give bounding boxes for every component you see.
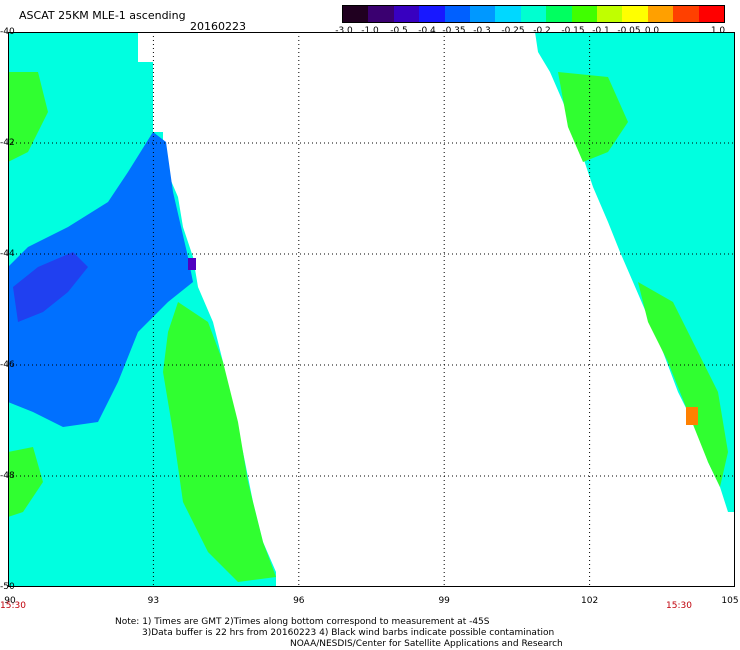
colorbar-segment xyxy=(470,6,496,22)
note-line-3: NOAA/NESDIS/Center for Satellite Applica… xyxy=(290,639,563,649)
colorbar-labels: -3.0 -1.0 -0.5 -0.4 -0.35 -0.3 -0.25 -0.2 -0.15-… xyxy=(330,26,730,38)
longitude-tick-label: 99 xyxy=(438,596,450,606)
latitude-tick-label: -50 xyxy=(0,582,15,592)
swath-data xyxy=(8,32,735,587)
colorbar xyxy=(342,5,725,23)
left-swath-green-band xyxy=(163,302,276,582)
longitude-tick-label: 93 xyxy=(147,596,160,606)
left-swath-dark-pixel xyxy=(188,258,196,270)
colorbar-segment xyxy=(647,6,674,22)
right-swath-orange-pixel xyxy=(686,407,698,425)
colorbar-segment xyxy=(419,6,445,22)
colorbar-segment xyxy=(546,6,572,22)
colorbar-segment xyxy=(343,6,369,22)
colorbar-segment xyxy=(622,6,648,22)
longitude-tick-label: 105 xyxy=(721,596,739,606)
left-swath-blue-region xyxy=(8,132,193,427)
colorbar-segment xyxy=(698,6,725,22)
colorbar-tick-label: -0.2 xyxy=(533,26,551,36)
colorbar-segment xyxy=(393,6,420,22)
right-swath-green-top xyxy=(558,72,628,162)
colorbar-tick-label: -0.3 xyxy=(473,26,491,36)
colorbar-tick-label: -3.0 xyxy=(335,26,353,36)
colorbar-segment xyxy=(520,6,547,22)
colorbar-segment xyxy=(368,6,394,22)
colorbar-segment xyxy=(444,6,471,22)
lat-lon-grid xyxy=(8,32,735,587)
product-title: ASCAT 25KM MLE-1 ascending xyxy=(19,9,186,22)
longitude-tick-label: 102 xyxy=(581,596,599,606)
right-swath-green-band xyxy=(638,282,728,487)
latitude-tick-label: -44 xyxy=(0,249,15,259)
plot-frame xyxy=(8,32,735,587)
left-swath-green-edge-low xyxy=(8,447,43,517)
latitude-tick-label: -48 xyxy=(0,471,15,481)
left-swath-green-edge xyxy=(8,72,48,162)
colorbar-segment xyxy=(673,6,699,22)
colorbar-tick-label: 0.0 xyxy=(644,26,660,36)
colorbar-tick-label: 1.0 xyxy=(710,26,726,36)
note-line-1: Note: 1) Times are GMT 2)Times along bot… xyxy=(115,617,490,627)
time-label-right: 15:30 xyxy=(666,601,692,611)
time-label-left: 15:30 xyxy=(0,601,26,611)
colorbar-tick-label: -0.15 xyxy=(561,26,585,36)
colorbar-segment xyxy=(571,6,598,22)
latitude-tick-label: -40 xyxy=(0,27,15,37)
colorbar-segment xyxy=(495,6,521,22)
map-plot xyxy=(8,32,735,587)
colorbar-tick-label: -1.0 xyxy=(361,26,379,36)
colorbar-tick-label: -0.1 xyxy=(592,26,610,36)
left-swath-deep-blue-core xyxy=(13,252,88,322)
product-date: 20160223 xyxy=(190,20,246,33)
colorbar-tick-label: -0.25 xyxy=(501,26,525,36)
colorbar-tick-label: -0.05 xyxy=(617,26,641,36)
longitude-tick-label: 90 xyxy=(4,596,16,606)
latitude-tick-label: -42 xyxy=(0,138,15,148)
colorbar-segment xyxy=(597,6,623,22)
colorbar-tick-label: -0.35 xyxy=(442,26,466,36)
note-line-2: 3)Data buffer is 22 hrs from 20160223 4)… xyxy=(142,628,555,638)
longitude-tick-label: 96 xyxy=(293,596,305,606)
colorbar-tick-label: -0.4 xyxy=(418,26,436,36)
latitude-tick-label: -46 xyxy=(0,360,15,370)
colorbar-tick-label: -0.5 xyxy=(390,26,408,36)
